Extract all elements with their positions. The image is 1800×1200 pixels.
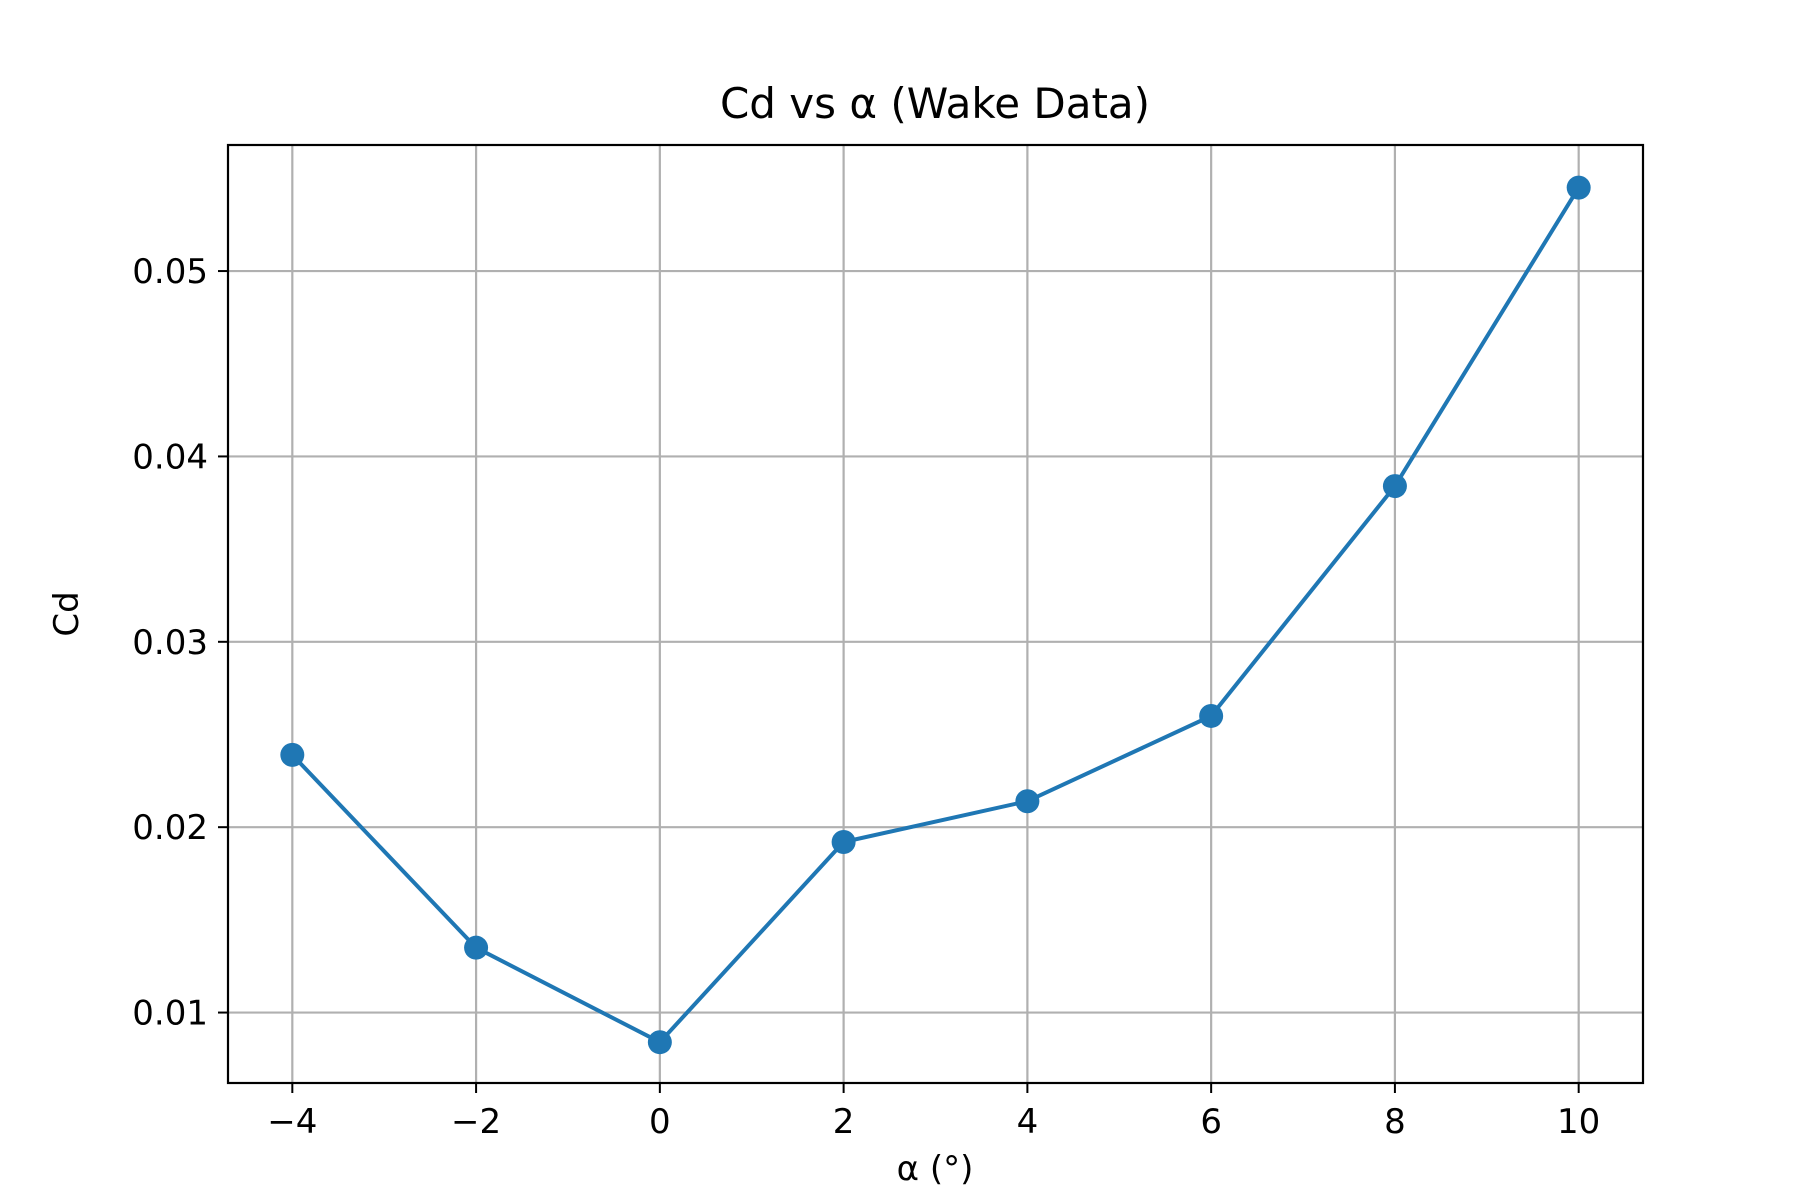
x-axis-label: α (°) xyxy=(897,1149,974,1189)
y-tick-label: 0.04 xyxy=(132,437,208,477)
data-point xyxy=(1015,789,1040,814)
x-tick-label: −4 xyxy=(267,1102,317,1142)
y-axis-label: Cd xyxy=(47,591,87,636)
y-tick-label: 0.01 xyxy=(132,994,208,1034)
data-point xyxy=(1566,175,1591,200)
x-tick-label: 0 xyxy=(649,1102,671,1142)
data-point xyxy=(831,830,856,855)
data-point xyxy=(1199,703,1224,728)
y-tick-label: 0.02 xyxy=(132,808,208,848)
y-tick-label: 0.03 xyxy=(132,623,208,663)
x-tick-label: 10 xyxy=(1557,1102,1600,1142)
y-tick-label: 0.05 xyxy=(132,252,208,292)
data-point xyxy=(464,935,489,960)
data-point xyxy=(647,1030,672,1055)
data-point xyxy=(1382,474,1407,499)
x-tick-label: −2 xyxy=(451,1102,501,1142)
x-tick-label: 4 xyxy=(1017,1102,1039,1142)
x-tick-label: 8 xyxy=(1384,1102,1406,1142)
x-tick-label: 6 xyxy=(1200,1102,1222,1142)
axis-ticks: −4 −2 0 2 4 6 8 10 0.01 0.02 0.03 0.04 0.05 xyxy=(132,252,1600,1142)
data-point xyxy=(280,742,305,767)
x-tick-label: 2 xyxy=(833,1102,855,1142)
chart-title: Cd vs α (Wake Data) xyxy=(720,79,1150,128)
plot-frame xyxy=(226,143,1645,1085)
series-line xyxy=(280,175,1591,1055)
grid xyxy=(228,145,1643,1083)
series-polyline xyxy=(290,186,1581,1045)
